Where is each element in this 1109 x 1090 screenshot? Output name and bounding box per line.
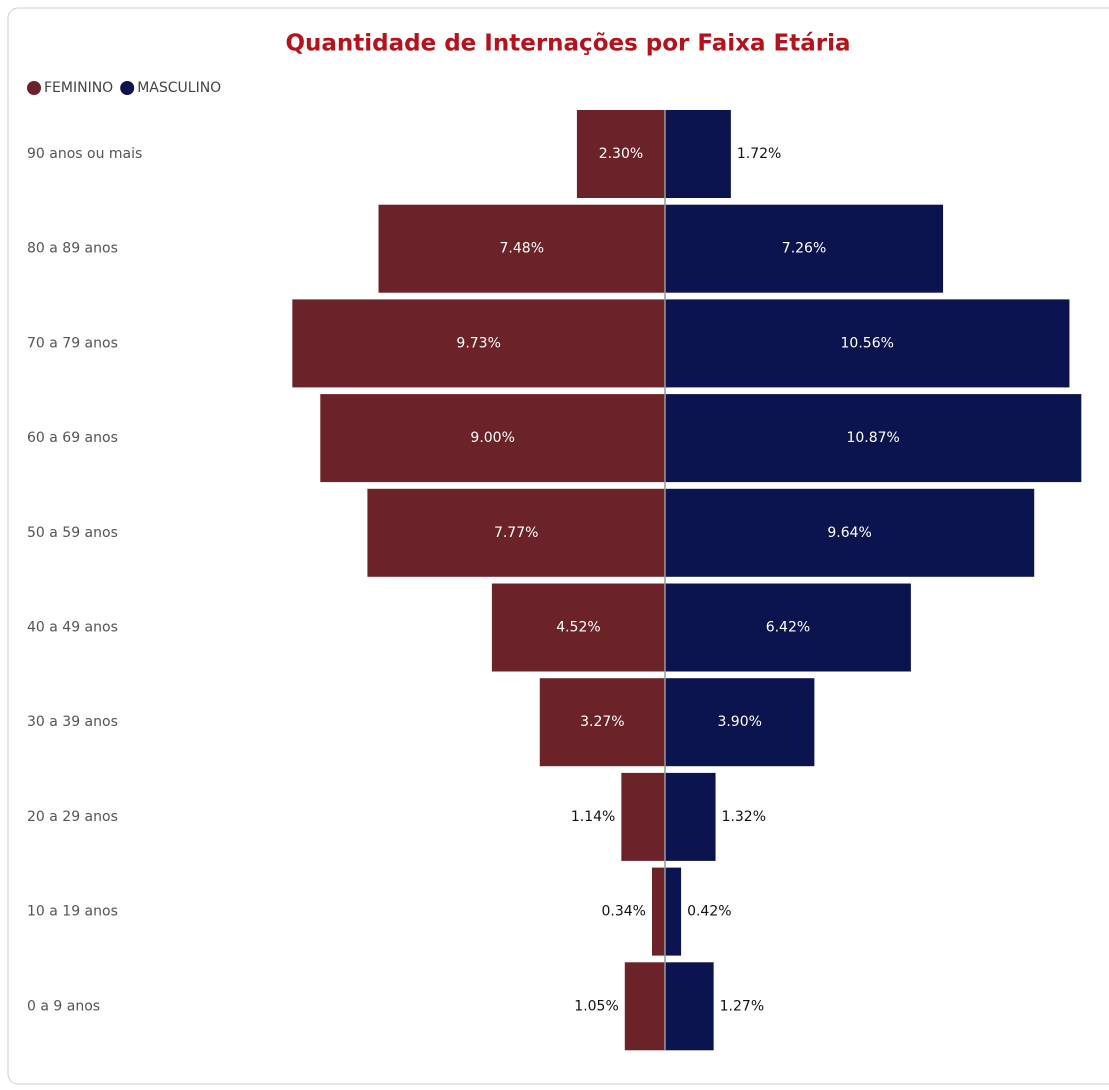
bar <box>665 299 1070 388</box>
data-label: 1.27% <box>720 998 764 1014</box>
data-label: 10.56% <box>841 335 894 351</box>
category-label: 50 a 59 anos <box>27 525 118 541</box>
data-label: 1.32% <box>722 809 766 825</box>
bar <box>576 110 665 198</box>
data-label: 7.48% <box>500 241 544 257</box>
legend-label: MASCULINO <box>137 80 221 96</box>
category-label: 40 a 49 anos <box>27 620 118 636</box>
bar <box>621 772 665 861</box>
data-label: 3.27% <box>580 714 624 730</box>
legend-marker <box>120 81 135 95</box>
data-label: 1.72% <box>737 146 781 162</box>
bar <box>624 962 665 1051</box>
bar <box>665 204 944 293</box>
data-label: 1.05% <box>574 998 618 1014</box>
bar <box>665 772 716 861</box>
bar <box>665 583 911 672</box>
data-label: 9.64% <box>827 525 871 541</box>
bar <box>320 394 665 483</box>
data-label: 6.42% <box>766 620 810 636</box>
category-label: 20 a 29 anos <box>27 809 118 825</box>
data-label: 0.42% <box>687 904 731 920</box>
data-label: 0.34% <box>601 904 645 920</box>
bar <box>665 962 714 1051</box>
category-label: 90 anos ou mais <box>27 146 142 162</box>
data-label: 2.30% <box>599 146 643 162</box>
data-label: 7.26% <box>782 241 826 257</box>
data-label: 9.73% <box>456 335 500 351</box>
bar <box>367 488 665 577</box>
bar <box>665 678 815 767</box>
chart-title: Quantidade de Internações por Faixa Etár… <box>285 31 850 57</box>
bar <box>292 299 665 388</box>
category-label: 80 a 89 anos <box>27 241 118 257</box>
legend-label: FEMININO <box>44 80 113 96</box>
bar <box>665 394 1082 483</box>
category-label: 60 a 69 anos <box>27 430 118 446</box>
category-label: 10 a 19 anos <box>27 904 118 920</box>
bar <box>651 867 665 956</box>
data-label: 3.90% <box>717 714 761 730</box>
data-label: 9.00% <box>470 430 514 446</box>
category-label: 30 a 39 anos <box>27 714 118 730</box>
data-label: 1.14% <box>571 809 615 825</box>
data-label: 4.52% <box>556 620 600 636</box>
category-label: 0 a 9 anos <box>27 998 100 1014</box>
bar <box>665 110 731 198</box>
category-label: 70 a 79 anos <box>27 335 118 351</box>
bar <box>378 204 665 293</box>
data-label: 10.87% <box>846 430 899 446</box>
bar <box>665 488 1035 577</box>
bar <box>491 583 665 672</box>
bar <box>665 867 682 956</box>
bar <box>539 678 665 767</box>
data-label: 7.77% <box>494 525 538 541</box>
legend-marker <box>27 81 41 95</box>
